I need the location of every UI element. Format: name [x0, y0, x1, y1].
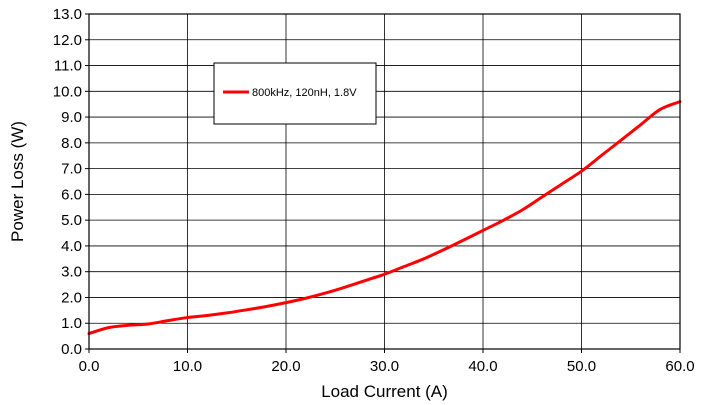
x-tick-label: 50.0: [567, 358, 596, 375]
series-layer: [87, 100, 682, 336]
axes: [85, 13, 681, 353]
y-tick-label: 10.0: [53, 83, 82, 100]
x-tick-label: 30.0: [370, 358, 399, 375]
y-tick-label: 4.0: [61, 238, 82, 255]
y-tick-label: 0.0: [61, 341, 82, 358]
y-tick-label: 13.0: [53, 6, 82, 23]
y-tick-label: 11.0: [54, 58, 82, 75]
legend-entry-label: 800kHz, 120nH, 1.8V: [252, 87, 357, 99]
y-tick-label: 7.0: [61, 161, 82, 178]
y-tick-label: 9.0: [61, 109, 82, 126]
x-tick-label: 20.0: [271, 358, 300, 375]
y-tick-label: 3.0: [61, 264, 82, 281]
y-tick-label: 1.0: [61, 315, 82, 332]
x-tick-label: 10.0: [173, 358, 202, 375]
y-axis-title: Power Loss (W): [8, 121, 27, 242]
x-axis-title: Load Current (A): [321, 382, 448, 401]
series-line: [87, 100, 682, 336]
y-tick-label: 12.0: [53, 32, 82, 49]
y-tick-label: 8.0: [61, 135, 82, 152]
y-tick-label: 2.0: [61, 289, 82, 306]
x-tick-label: 0.0: [79, 358, 100, 375]
y-tick-label: 5.0: [61, 212, 82, 229]
x-tick-label: 60.0: [665, 358, 694, 375]
y-tick-label: 6.0: [61, 186, 82, 203]
legend: 800kHz, 120nH, 1.8V: [213, 62, 377, 125]
grid-lines: [88, 13, 681, 350]
x-tick-label: 40.0: [468, 358, 497, 375]
tick-labels: 0.0 10.0 20.0 30.0 40.0 50.0 60.0 0.0 1.0 2.0 3.0 4…: [53, 6, 695, 375]
plot-frame: [88, 13, 681, 350]
